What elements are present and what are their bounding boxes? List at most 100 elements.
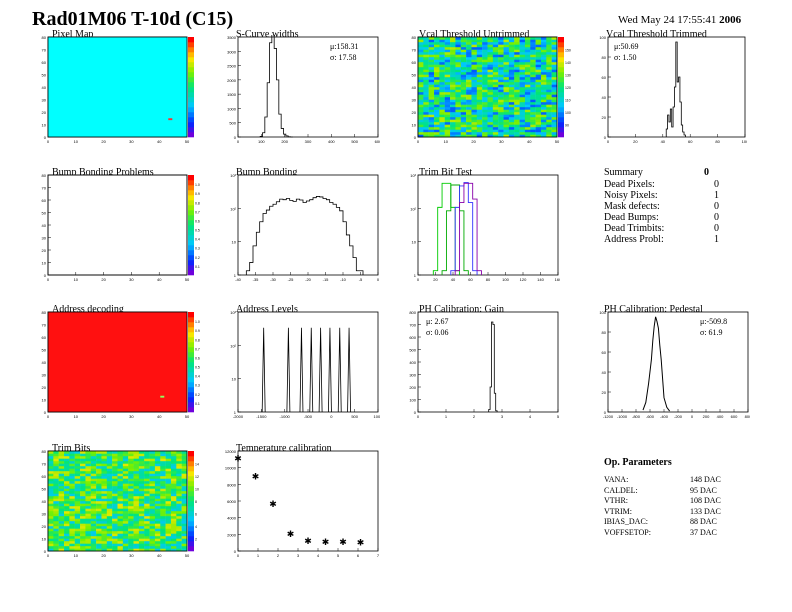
trim_bits-cell <box>122 503 129 507</box>
vcal_untrimmed-cell <box>524 52 531 55</box>
trim_bits-cell <box>58 541 65 544</box>
trim_bits-colorbar-cell <box>188 511 194 517</box>
vcal_untrimmed-cell <box>466 57 472 60</box>
vcal_untrimmed-cell <box>434 102 440 105</box>
vcal_untrimmed-cell <box>530 37 536 40</box>
vcal_untrimmed-cell <box>428 82 435 85</box>
trim_bits-cell <box>53 498 59 502</box>
x-tick-label: 20 <box>433 277 438 282</box>
trim_bits-cell <box>117 456 124 459</box>
trim_bits-cell <box>90 533 97 537</box>
trim_bits-cell <box>64 511 70 514</box>
vcal_untrimmed-cell <box>444 54 451 58</box>
vcal_untrimmed-cell <box>482 57 488 60</box>
vcal_untrimmed-cell <box>455 39 461 43</box>
address_decoding-colorbar-cell <box>188 382 194 388</box>
vcal_untrimmed-cell <box>535 122 542 125</box>
trim_bits-cell <box>154 488 161 492</box>
vcal_untrimmed-cell <box>450 42 456 45</box>
trim_bits-cell <box>53 513 59 517</box>
x-tick-label: 40 <box>527 139 532 144</box>
vcal_untrimmed-cell <box>455 107 461 110</box>
vcal_untrimmed-cell <box>535 59 542 63</box>
trim_bits-cell <box>117 526 124 529</box>
trim_bits-cell <box>96 528 102 532</box>
trim_bits-cell <box>64 468 70 472</box>
address_decoding-colorbar-cell <box>188 392 194 398</box>
vcal_untrimmed-cell <box>524 104 531 108</box>
trim_bits-cell <box>96 526 102 529</box>
trim_bits-cell <box>112 546 118 549</box>
y-tick-label: 10000 <box>225 466 237 471</box>
x-tick-label: 0 <box>47 414 50 419</box>
vcal_untrimmed-cell <box>428 127 435 130</box>
trim_bits-cell <box>149 543 156 547</box>
vcal_untrimmed-cell <box>460 97 467 100</box>
trim_bits-cell <box>53 468 59 472</box>
trim_bits-cell <box>74 458 81 462</box>
trim_bits-cell <box>122 471 129 474</box>
trim_bits-cell <box>96 523 102 527</box>
trim_bits-cell <box>160 521 166 524</box>
vcal_untrimmed-cell <box>535 64 542 68</box>
trim_bits-cell <box>165 501 172 504</box>
vcal_untrimmed-cell <box>487 37 494 40</box>
trim_bits-cell <box>74 518 81 522</box>
trim_bits-cell <box>101 543 108 547</box>
trim_bits-cell <box>170 453 177 457</box>
trim_bits-cell <box>85 543 91 547</box>
trim_bits-cell <box>149 533 156 537</box>
vcal_untrimmed-cell <box>476 44 483 48</box>
vcal_untrimmed-cell <box>460 132 467 135</box>
trim_bits-cell <box>112 521 118 524</box>
trim_bits-cell <box>85 536 91 539</box>
vcal_untrimmed-cell <box>503 79 510 83</box>
trim_bits-cell <box>160 511 166 514</box>
vcal_untrimmed-cell <box>546 72 552 75</box>
vcal_untrimmed-cell <box>439 39 445 43</box>
vcal_untrimmed-cell <box>439 122 445 125</box>
trim_bits-cell <box>69 493 75 497</box>
vcal_untrimmed-cell <box>434 72 440 75</box>
bump_bonding-frame <box>237 174 379 276</box>
pixel_map-colorbar-cell <box>188 77 194 83</box>
vcal_untrimmed-cell <box>471 102 478 105</box>
vcal_untrimmed-cell <box>450 49 456 53</box>
trim_bits-cell <box>90 466 97 469</box>
vcal_untrimmed-cell <box>439 42 445 45</box>
vcal_untrimmed-cell <box>460 39 467 43</box>
vcal_untrimmed-cell <box>503 134 510 138</box>
vcal_untrimmed-cell <box>551 92 558 95</box>
x-tick-label: 80 <box>486 277 491 282</box>
vcal_untrimmed-cell <box>508 134 515 138</box>
trim_bits-cell <box>101 501 108 504</box>
trim_bits-cell <box>106 508 113 512</box>
trim_bits-cell <box>80 523 86 527</box>
x-tick-label: 0 <box>417 277 420 282</box>
vcal_untrimmed-cell <box>503 59 510 63</box>
trim_bits-cell <box>128 511 134 514</box>
vcal_untrimmed-cell <box>423 74 429 78</box>
y-tick-label: 1 <box>234 273 237 278</box>
vcal_untrimmed-cell <box>546 124 552 128</box>
trim_bits-cell <box>176 503 182 507</box>
trim_bits-cell <box>64 486 70 489</box>
vcal_untrimmed-cell <box>503 37 510 40</box>
trim_bits-cell <box>181 543 188 547</box>
trim_bits-cell <box>144 486 150 489</box>
vcal_untrimmed-cell <box>439 47 445 50</box>
vcal_untrimmed-cell <box>428 64 435 68</box>
vcal_untrimmed-cell <box>450 117 456 120</box>
trim_bits-cell <box>106 488 113 492</box>
trim_bits-cell <box>69 533 75 537</box>
vcal_untrimmed-cell <box>498 39 504 43</box>
vcal_untrimmed-cell <box>508 44 515 48</box>
y-tick-label: 10 <box>42 398 47 403</box>
y-tick-label: 40 <box>42 223 47 228</box>
trim_bits-cell <box>128 508 134 512</box>
vcal_untrimmed-cell <box>428 97 435 100</box>
vcal_untrimmed-cell <box>524 127 531 130</box>
vcal_untrimmed-cell <box>434 129 440 133</box>
vcal_untrimmed-cell <box>530 117 536 120</box>
vcal_untrimmed-cell <box>434 49 440 53</box>
